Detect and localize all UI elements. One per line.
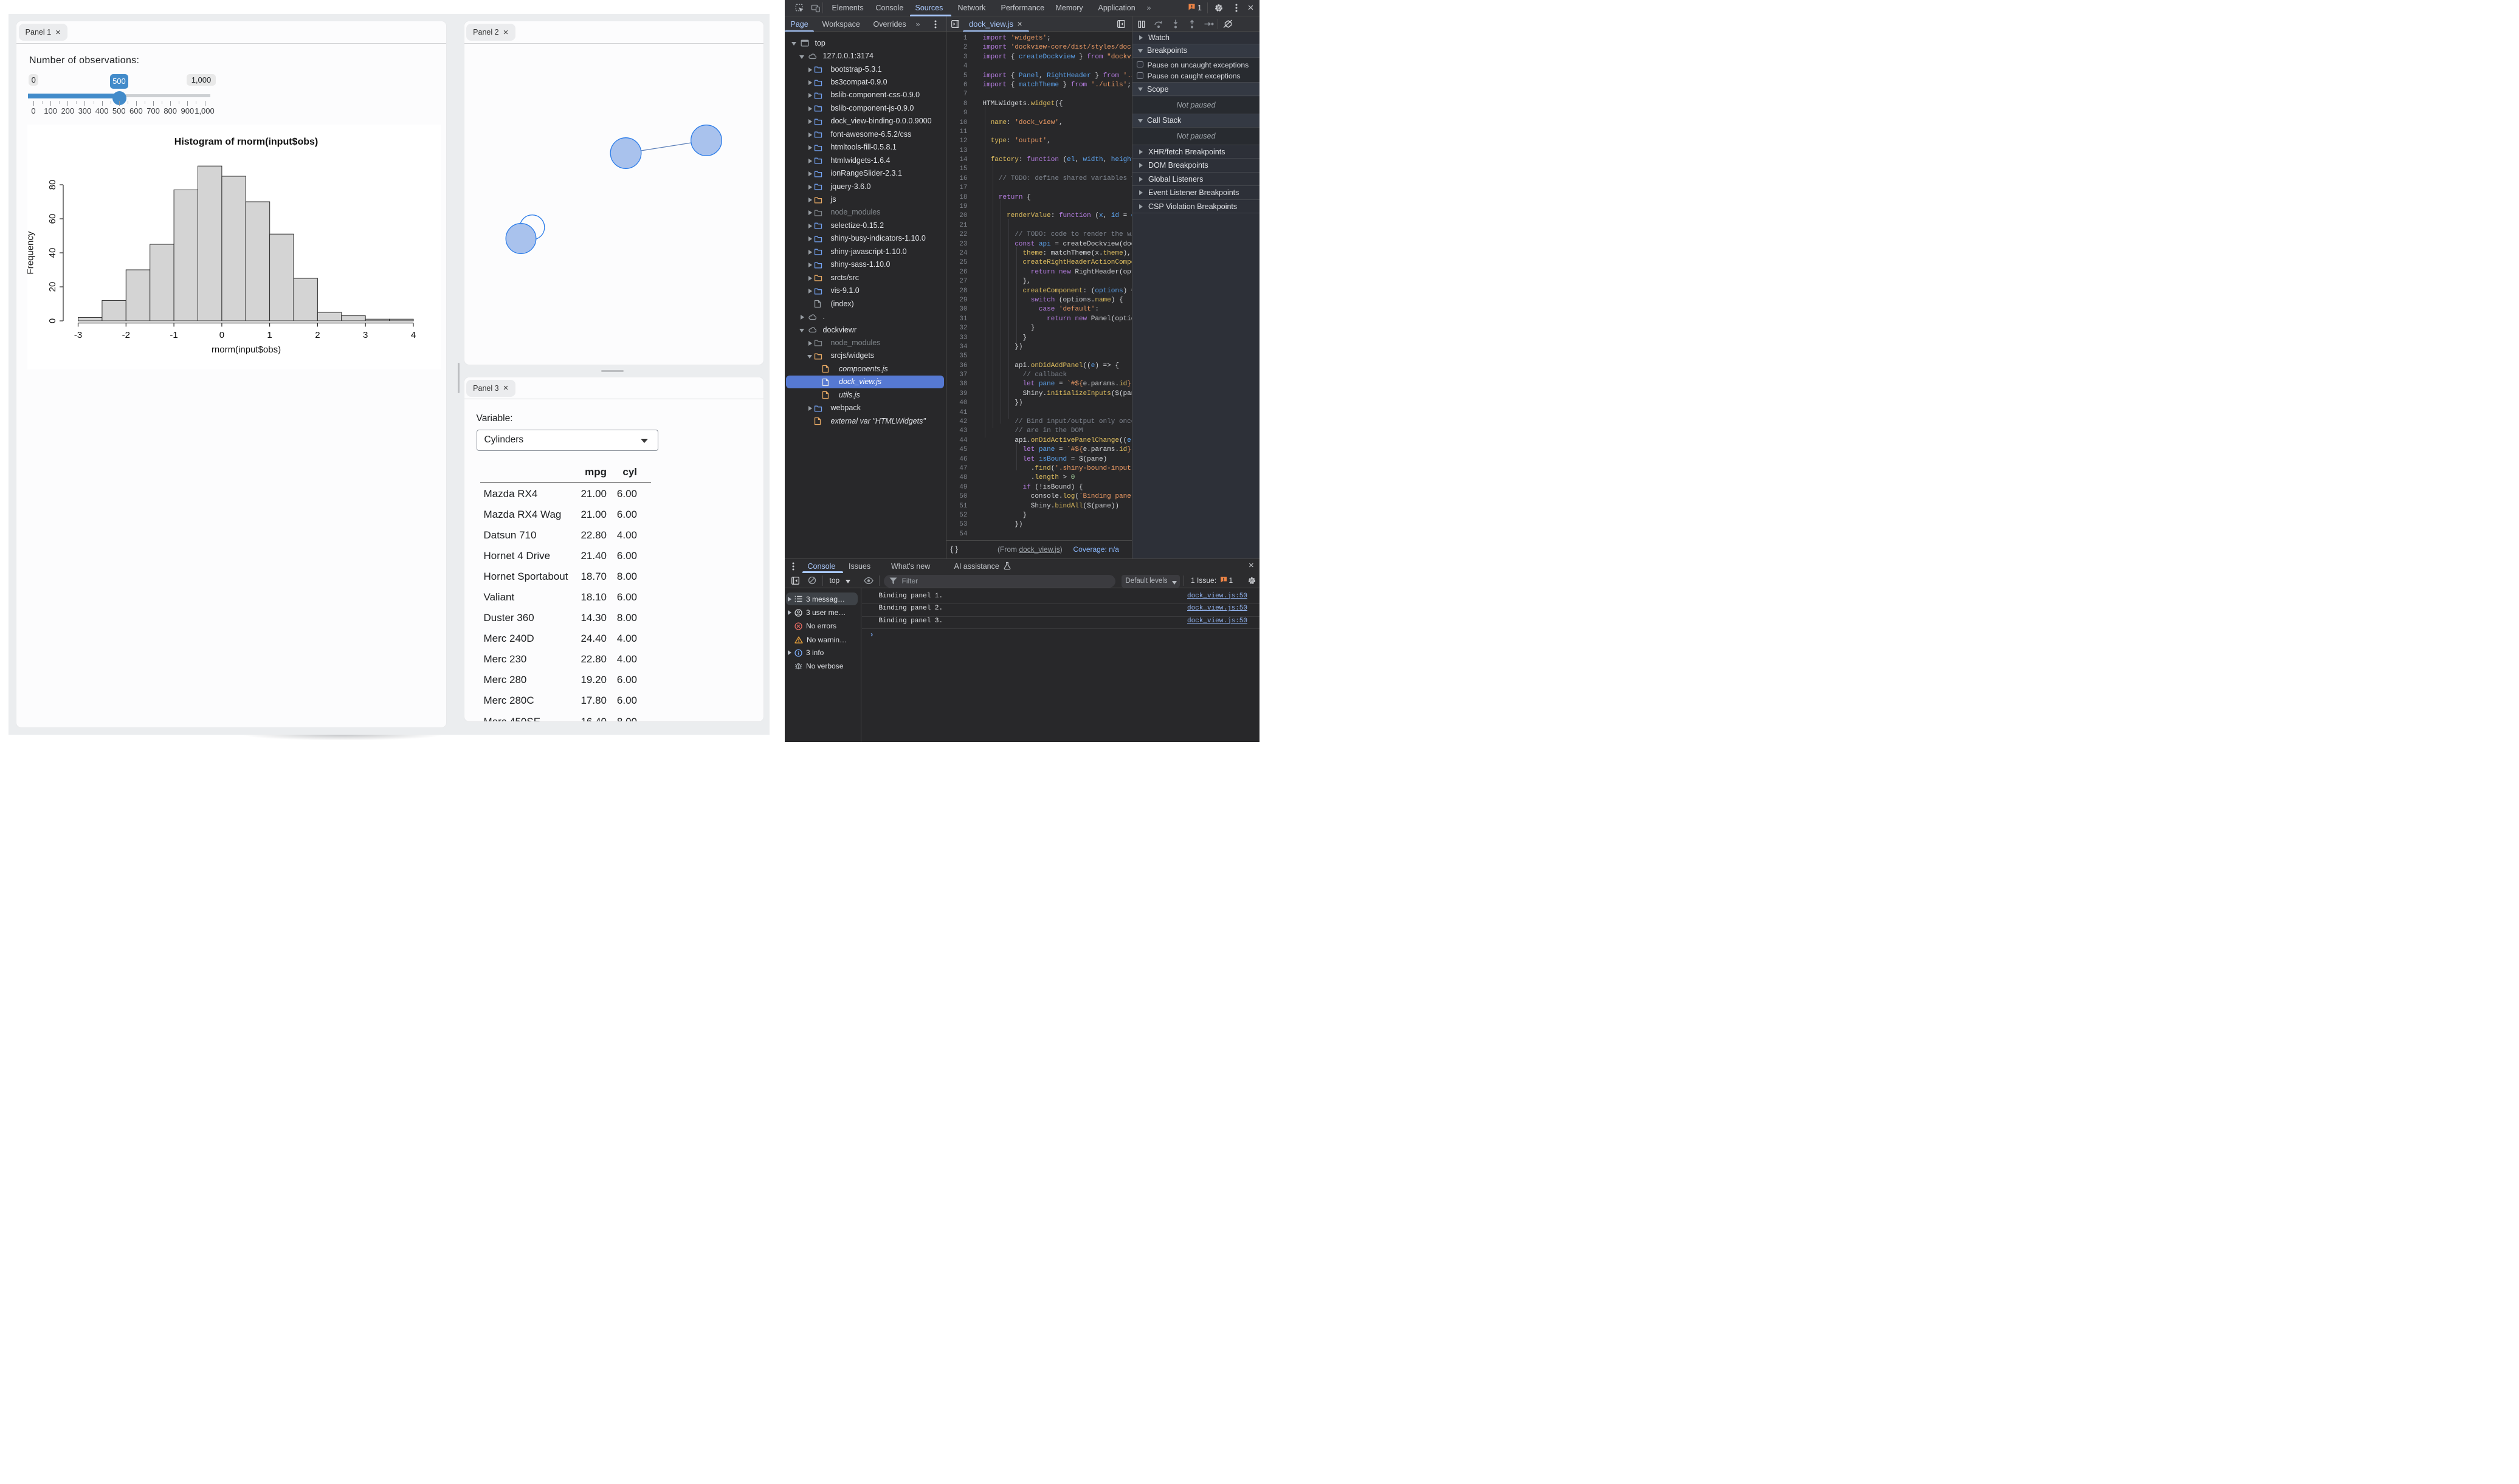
svg-text:2: 2 — [315, 330, 320, 340]
svg-text:80: 80 — [47, 180, 58, 190]
svg-text:0: 0 — [219, 330, 224, 340]
svg-text:40: 40 — [47, 248, 58, 258]
svg-text:Histogram of rnorm(input$obs): Histogram of rnorm(input$obs) — [174, 137, 318, 147]
svg-text:20: 20 — [47, 282, 58, 292]
svg-text:-3: -3 — [74, 330, 82, 340]
svg-text:rnorm(input$obs): rnorm(input$obs) — [212, 345, 281, 355]
svg-text:Frequency: Frequency — [27, 231, 36, 274]
svg-text:0: 0 — [47, 318, 58, 323]
svg-text:4: 4 — [411, 330, 416, 340]
svg-text:1: 1 — [267, 330, 272, 340]
svg-text:60: 60 — [47, 214, 58, 224]
svg-text:-1: -1 — [170, 330, 177, 340]
svg-text:3: 3 — [363, 330, 368, 340]
svg-text:-2: -2 — [122, 330, 130, 340]
